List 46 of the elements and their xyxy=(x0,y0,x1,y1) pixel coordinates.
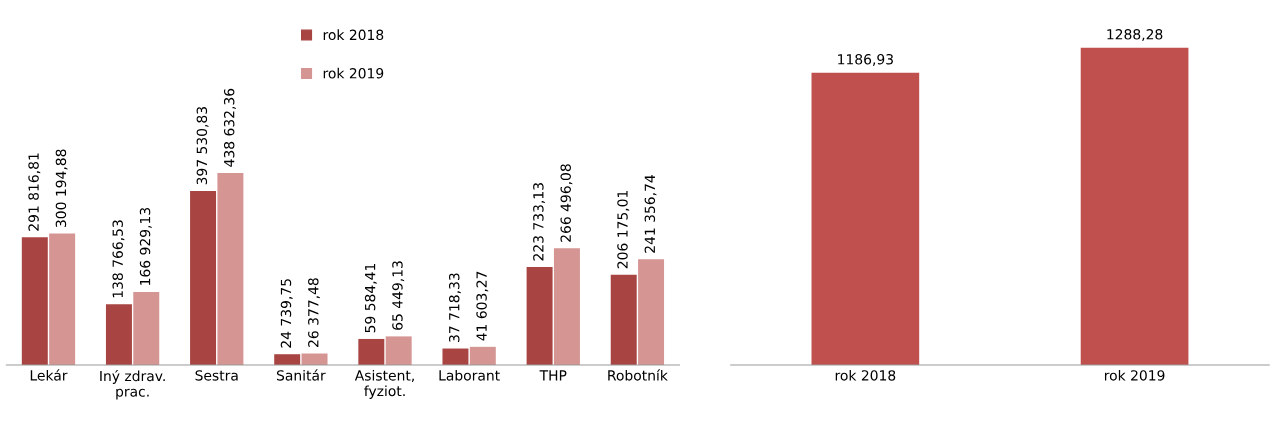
bar xyxy=(610,274,637,366)
data-label: 59 584,41 xyxy=(364,264,377,333)
bar xyxy=(105,304,132,366)
data-label: 26 377,48 xyxy=(308,278,320,347)
bar xyxy=(526,267,553,366)
bar xyxy=(190,190,217,366)
bar xyxy=(553,248,580,366)
x-tick-label: Sestra xyxy=(195,370,238,381)
x-tick-label: Lekár xyxy=(30,369,68,381)
data-label: 166 929,13 xyxy=(139,207,152,285)
x-tick-label: Iný zdrav. prac. xyxy=(100,369,165,400)
bar xyxy=(385,336,412,366)
bar xyxy=(469,346,496,366)
bar xyxy=(638,259,665,366)
bar xyxy=(301,353,328,366)
data-label: 241 356,74 xyxy=(644,175,657,253)
data-label: 41 603,27 xyxy=(476,271,489,341)
x-tick-label: Asistent, fyziot. xyxy=(354,369,414,399)
x-tick-label: Robotník xyxy=(608,369,668,381)
bar xyxy=(133,291,160,366)
bar xyxy=(274,354,301,366)
legend-label: rok 2019 xyxy=(323,67,384,79)
data-label: 206 175,01 xyxy=(617,190,630,269)
data-label: 138 766,53 xyxy=(112,220,125,298)
data-label: 1288,28 xyxy=(1107,29,1163,41)
x-tick-label: THP xyxy=(539,370,567,381)
x-tick-label: Sanitár xyxy=(276,369,326,381)
bar xyxy=(49,233,76,366)
legend-label: rok 2018 xyxy=(323,29,384,41)
bar xyxy=(217,172,244,366)
x-tick-label: rok 2019 xyxy=(1104,369,1165,381)
bar xyxy=(442,348,469,366)
data-label: 397 530,83 xyxy=(196,107,209,185)
data-label: 223 733,13 xyxy=(533,183,546,261)
data-label: 37 718,33 xyxy=(448,273,461,342)
data-label: 65 449,13 xyxy=(392,261,405,330)
bar xyxy=(358,338,385,366)
data-label: 291 816,81 xyxy=(28,153,41,231)
x-tick-label: Laborant xyxy=(439,369,500,381)
data-label: 1186,93 xyxy=(838,54,893,66)
bar xyxy=(21,237,48,366)
data-label: 300 194,88 xyxy=(55,149,68,227)
data-label: 24 739,75 xyxy=(280,279,293,348)
data-label: 266 496,08 xyxy=(560,164,573,242)
x-tick-label: rok 2018 xyxy=(835,369,896,381)
data-label: 438 632,36 xyxy=(223,88,236,167)
